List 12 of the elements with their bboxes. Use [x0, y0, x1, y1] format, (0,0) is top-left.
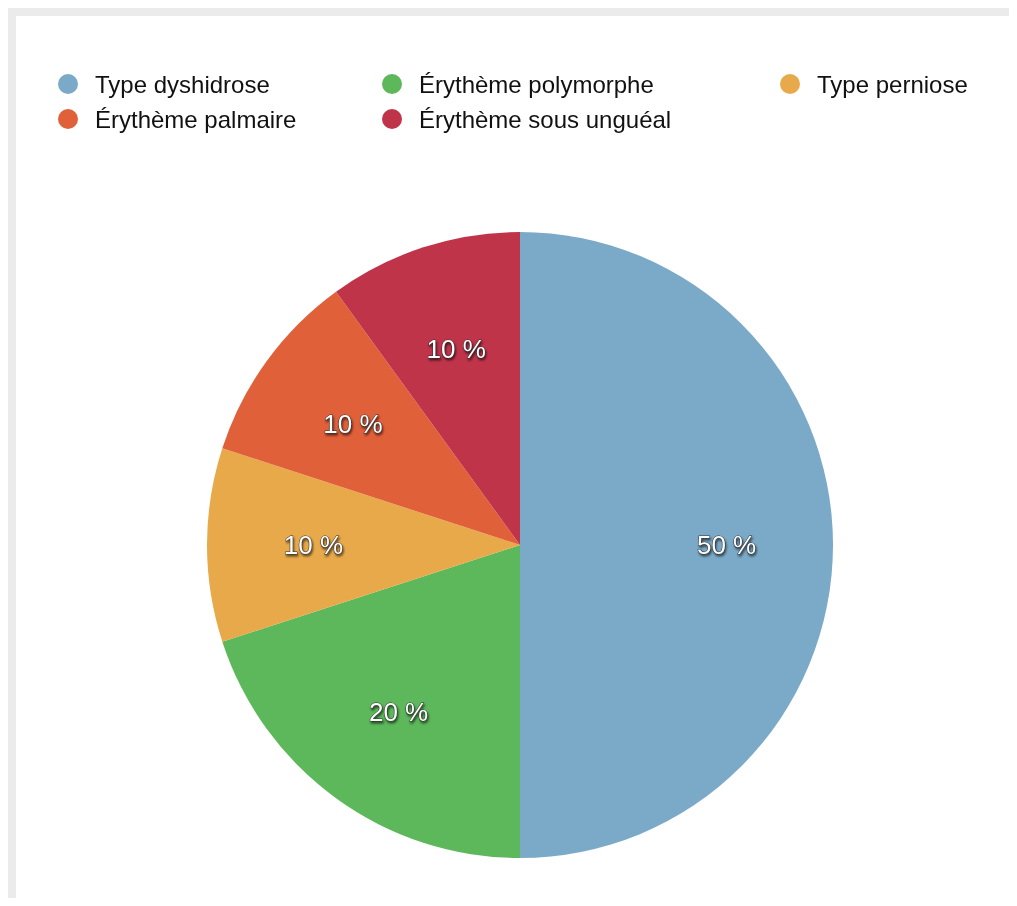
legend-label: Érythème palmaire — [95, 105, 297, 133]
pie-slice — [520, 232, 833, 858]
data-label: 10 % — [283, 530, 344, 560]
legend-label: Type dyshidrose — [95, 70, 270, 98]
legend-label: Type perniose — [817, 70, 968, 98]
pie-slice — [207, 448, 520, 642]
data-label: 10 % — [426, 333, 486, 364]
legend-label: Érythème polymorphe — [419, 70, 654, 98]
data-label: 10 % — [323, 408, 383, 439]
legend-label: Érythème sous unguéal — [419, 105, 672, 133]
data-label: 20 % — [368, 697, 429, 728]
data-label: 50 % — [696, 530, 757, 560]
